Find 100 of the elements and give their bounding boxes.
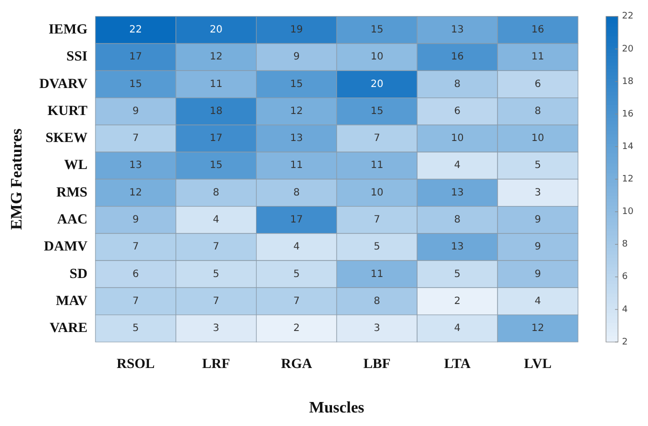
data-label: 5 — [293, 268, 300, 280]
data-label: 7 — [212, 296, 220, 307]
data-label: 2 — [454, 296, 461, 307]
data-label: 3 — [212, 323, 220, 334]
y-tick-label: DVARV — [39, 76, 88, 92]
color-bar-label: 18 — [622, 76, 634, 87]
data-label: 12 — [290, 106, 303, 117]
data-label: 7 — [132, 133, 139, 144]
color-bar-label: 14 — [622, 142, 634, 152]
data-label: 11 — [290, 160, 303, 172]
data-label: 8 — [212, 187, 220, 198]
data-label: 13 — [290, 133, 303, 144]
data-label: 10 — [450, 133, 464, 144]
data-label: 22 — [129, 24, 142, 36]
data-label: 3 — [534, 187, 541, 198]
data-label: 13 — [450, 24, 464, 36]
data-label: 17 — [210, 133, 222, 144]
data-label: 4 — [534, 296, 541, 307]
color-bar-label: 6 — [622, 272, 628, 282]
y-axis-title: EMG Features — [8, 128, 26, 230]
data-label: 13 — [129, 160, 142, 172]
x-axis-title: Muscles — [309, 400, 364, 417]
data-label: 7 — [293, 296, 300, 307]
color-bar-label: 22 — [622, 12, 634, 22]
data-label: 17 — [129, 52, 142, 63]
data-label: 11 — [370, 160, 384, 172]
data-label: 15 — [370, 106, 384, 117]
y-tick-label: KURT — [47, 104, 88, 119]
data-label: 5 — [454, 268, 461, 280]
data-label: 15 — [129, 78, 142, 90]
data-label: 7 — [212, 242, 220, 253]
data-label: 6 — [132, 268, 139, 280]
data-label: 6 — [454, 106, 461, 117]
data-label: 4 — [293, 242, 300, 253]
data-label: 2 — [293, 323, 300, 334]
data-label: 6 — [534, 78, 541, 90]
data-label: 18 — [210, 106, 222, 117]
y-tick-label: SSI — [66, 50, 88, 65]
color-bar-label: 8 — [622, 240, 628, 250]
data-label: 9 — [534, 242, 541, 253]
data-label: 7 — [374, 214, 380, 226]
y-tick-label: RMS — [56, 185, 88, 200]
y-tick-label: WL — [64, 158, 88, 174]
data-label: 8 — [454, 78, 461, 90]
y-tick-label: VARE — [50, 321, 88, 336]
y-tick-label: AAC — [57, 212, 88, 228]
data-label: 7 — [374, 133, 380, 144]
data-label: 4 — [454, 160, 461, 172]
y-tick-label: DAMV — [44, 240, 88, 255]
data-label: 5 — [374, 242, 380, 253]
data-label: 20 — [370, 78, 384, 90]
data-label: 12 — [129, 187, 142, 198]
data-label: 8 — [293, 187, 300, 198]
color-bar-label: 16 — [622, 109, 634, 120]
data-label: 9 — [534, 268, 541, 280]
data-label: 13 — [450, 187, 464, 198]
data-label: 15 — [370, 24, 384, 36]
data-label: 9 — [293, 52, 300, 63]
data-label: 16 — [450, 52, 464, 63]
data-label: 10 — [370, 187, 384, 198]
data-label: 5 — [212, 268, 220, 280]
color-bar-label: 12 — [622, 174, 634, 185]
x-tick-label: LTA — [444, 357, 472, 372]
data-label: 10 — [531, 133, 544, 144]
x-tick-label: RSOL — [116, 357, 155, 372]
data-label: 16 — [531, 24, 544, 36]
color-bar-label: 4 — [622, 304, 628, 315]
data-label: 17 — [290, 214, 303, 226]
x-tick-label: LVL — [524, 357, 552, 372]
data-label: 13 — [450, 242, 464, 253]
data-label: 12 — [210, 52, 222, 63]
data-label: 8 — [374, 296, 380, 307]
data-label: 9 — [132, 214, 139, 226]
data-label: 15 — [210, 160, 222, 172]
data-label: 4 — [454, 323, 461, 334]
y-tick-label: MAV — [56, 294, 88, 309]
data-label: 11 — [531, 52, 544, 63]
x-tick-label: LRF — [202, 357, 230, 372]
data-label: 9 — [534, 214, 541, 226]
data-label: 15 — [290, 78, 303, 90]
color-bar-label: 2 — [622, 337, 628, 348]
y-tick-label: IEMG — [48, 22, 88, 38]
color-bar-label: 10 — [622, 207, 634, 218]
y-tick-label: SD — [70, 266, 88, 282]
data-label: 11 — [370, 268, 384, 280]
x-tick-label: RGA — [280, 357, 313, 372]
data-label: 8 — [454, 214, 461, 226]
data-label: 12 — [531, 323, 544, 334]
data-label: 8 — [534, 106, 541, 117]
data-label: 7 — [132, 296, 139, 307]
data-label: 7 — [132, 242, 139, 253]
data-label: 4 — [212, 214, 220, 226]
data-label: 5 — [132, 323, 139, 334]
x-tick-label: LBF — [363, 357, 391, 372]
data-label: 11 — [210, 78, 222, 90]
data-label: 5 — [534, 160, 541, 172]
color-bar-label: 20 — [622, 44, 634, 54]
y-tick-label: SKEW — [45, 131, 88, 146]
data-label: 19 — [290, 24, 303, 36]
data-label: 10 — [370, 52, 384, 63]
